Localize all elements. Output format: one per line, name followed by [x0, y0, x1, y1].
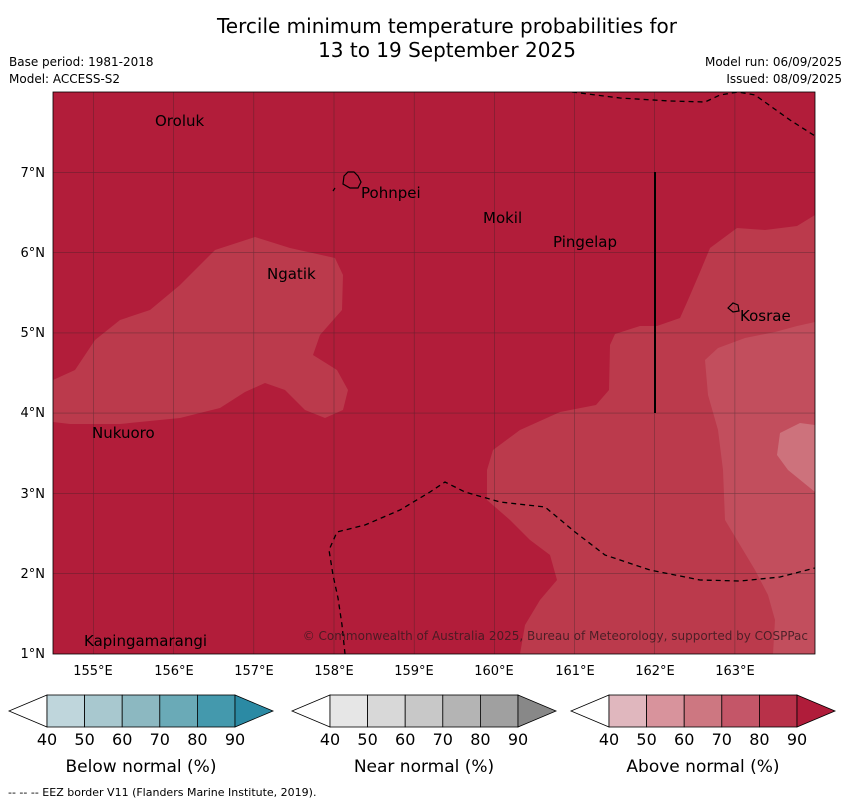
near-normal-low-extension — [290, 694, 331, 728]
model-run: Model run: 06/09/2025 — [704, 55, 842, 69]
above-70-region-east — [487, 215, 815, 654]
lon-tick-161: 161°E — [555, 664, 595, 679]
lon-tick-162: 162°E — [635, 664, 675, 679]
island-outlines — [332, 171, 740, 313]
above-normal-tick: 70 — [712, 730, 732, 749]
below-normal-bin — [196, 694, 236, 728]
below-normal-tick: 90 — [225, 730, 245, 749]
above-normal-tick: 60 — [674, 730, 694, 749]
base-period: Base period: 1981-2018 — [9, 55, 154, 69]
map-frame — [52, 91, 816, 655]
above-normal-tick: 50 — [636, 730, 656, 749]
above-normal-bin — [608, 694, 647, 728]
below-normal-tick: 60 — [112, 730, 132, 749]
place-pohnpei: Pohnpei — [361, 184, 421, 202]
near-normal-tick: 70 — [433, 730, 453, 749]
near-normal-bin — [404, 694, 444, 728]
gridlines — [53, 92, 815, 654]
lon-tick-159: 159°E — [394, 664, 434, 679]
above-normal-tick: 40 — [599, 730, 619, 749]
lon-tick-labels: 155°E 156°E 157°E 158°E 159°E 160°E 161°… — [73, 664, 755, 679]
near-normal-tick: 40 — [320, 730, 340, 749]
map-area[interactable]: Oroluk Pohnpei Mokil Pingelap Ngatik Kos… — [53, 92, 815, 654]
above-50-region — [777, 423, 815, 492]
place-kosrae: Kosrae — [740, 307, 791, 325]
below-normal-tick: 80 — [187, 730, 207, 749]
above-normal-bin — [646, 694, 685, 728]
eez-footnote: -- -- -- EEZ border V11 (Flanders Marine… — [8, 786, 317, 799]
colorbar-legends: 40 50 60 70 80 90 Below normal (%) 40 50 60 70 80 90… — [7, 694, 837, 777]
lat-tick-2: 2°N — [21, 567, 46, 582]
near-normal-bin — [479, 694, 519, 728]
place-pingelap: Pingelap — [553, 233, 617, 251]
ant-atoll-mark — [332, 187, 336, 192]
above-normal-bin — [721, 694, 760, 728]
below-normal-bin — [84, 694, 123, 728]
lon-tick-158: 158°E — [314, 664, 354, 679]
map-title-line2: 13 to 19 September 2025 — [318, 38, 576, 62]
above-normal-bin — [683, 694, 723, 728]
below-normal-high-extension — [234, 694, 275, 728]
above-normal-title: Above normal (%) — [626, 757, 779, 777]
near-normal-colorbar: 40 50 60 70 80 90 Near normal (%) — [290, 694, 558, 777]
place-mokil: Mokil — [483, 209, 522, 227]
model-name: Model: ACCESS-S2 — [9, 72, 121, 86]
lat-tick-3: 3°N — [21, 487, 46, 502]
above-normal-colorbar: 40 50 60 70 80 90 Above normal (%) — [569, 694, 837, 777]
meta-left: Base period: 1981-2018 Model: ACCESS-S2 — [9, 54, 154, 88]
above-70-region-west — [53, 237, 348, 424]
lat-tick-labels: 7°N 6°N 5°N 4°N 3°N 2°N 1°N — [21, 166, 46, 662]
map-title: Tercile minimum temperature probabilitie… — [0, 14, 850, 62]
place-oroluk: Oroluk — [155, 112, 204, 130]
above-normal-tick: 90 — [787, 730, 807, 749]
above-normal-high-extension — [796, 694, 837, 728]
near-normal-high-extension — [517, 694, 558, 728]
below-normal-tick: 50 — [74, 730, 94, 749]
near-normal-bin — [329, 694, 368, 728]
lon-tick-155: 155°E — [73, 664, 113, 679]
lat-tick-4: 4°N — [21, 406, 46, 421]
lat-tick-5: 5°N — [21, 326, 46, 341]
place-nukuoro: Nukuoro — [92, 424, 155, 442]
below-normal-title: Below normal (%) — [66, 757, 217, 777]
lon-tick-160: 160°E — [474, 664, 514, 679]
kosrae-island-outline — [727, 302, 740, 313]
below-normal-bin — [121, 694, 161, 728]
below-normal-tick: 70 — [150, 730, 170, 749]
below-normal-bin — [159, 694, 198, 728]
near-normal-tick: 50 — [357, 730, 377, 749]
lon-tick-163: 163°E — [715, 664, 755, 679]
near-normal-bin — [442, 694, 481, 728]
above-normal-tick: 80 — [749, 730, 769, 749]
above-60-region — [705, 322, 815, 654]
issued-date: Issued: 08/09/2025 — [726, 72, 842, 86]
above-normal-bin — [759, 694, 798, 728]
near-normal-tick: 60 — [395, 730, 415, 749]
pohnpei-island-outline — [342, 171, 362, 189]
meta-right: Model run: 06/09/2025 Issued: 08/09/2025 — [705, 54, 842, 88]
eez-borders — [328, 92, 815, 654]
near-normal-tick: 90 — [508, 730, 528, 749]
place-kapingamarangi: Kapingamarangi — [84, 632, 207, 650]
below-normal-bin — [46, 694, 85, 728]
near-normal-title: Near normal (%) — [354, 757, 494, 777]
below-normal-tick: 40 — [37, 730, 57, 749]
below-normal-colorbar: 40 50 60 70 80 90 Below normal (%) — [7, 694, 275, 777]
lon-tick-157: 157°E — [234, 664, 274, 679]
near-normal-bin — [367, 694, 406, 728]
lat-tick-7: 7°N — [21, 166, 46, 181]
copyright-notice: © Commonwealth of Australia 2025, Bureau… — [303, 629, 808, 643]
below-normal-low-extension — [7, 694, 48, 728]
above-normal-low-extension — [569, 694, 610, 728]
place-labels: Oroluk Pohnpei Mokil Pingelap Ngatik Kos… — [84, 112, 791, 650]
lat-tick-6: 6°N — [21, 246, 46, 261]
map-title-line1: Tercile minimum temperature probabilitie… — [216, 14, 678, 38]
lat-tick-1: 1°N — [21, 647, 46, 662]
place-ngatik: Ngatik — [267, 265, 316, 283]
near-normal-tick: 80 — [470, 730, 490, 749]
lon-tick-156: 156°E — [154, 664, 194, 679]
